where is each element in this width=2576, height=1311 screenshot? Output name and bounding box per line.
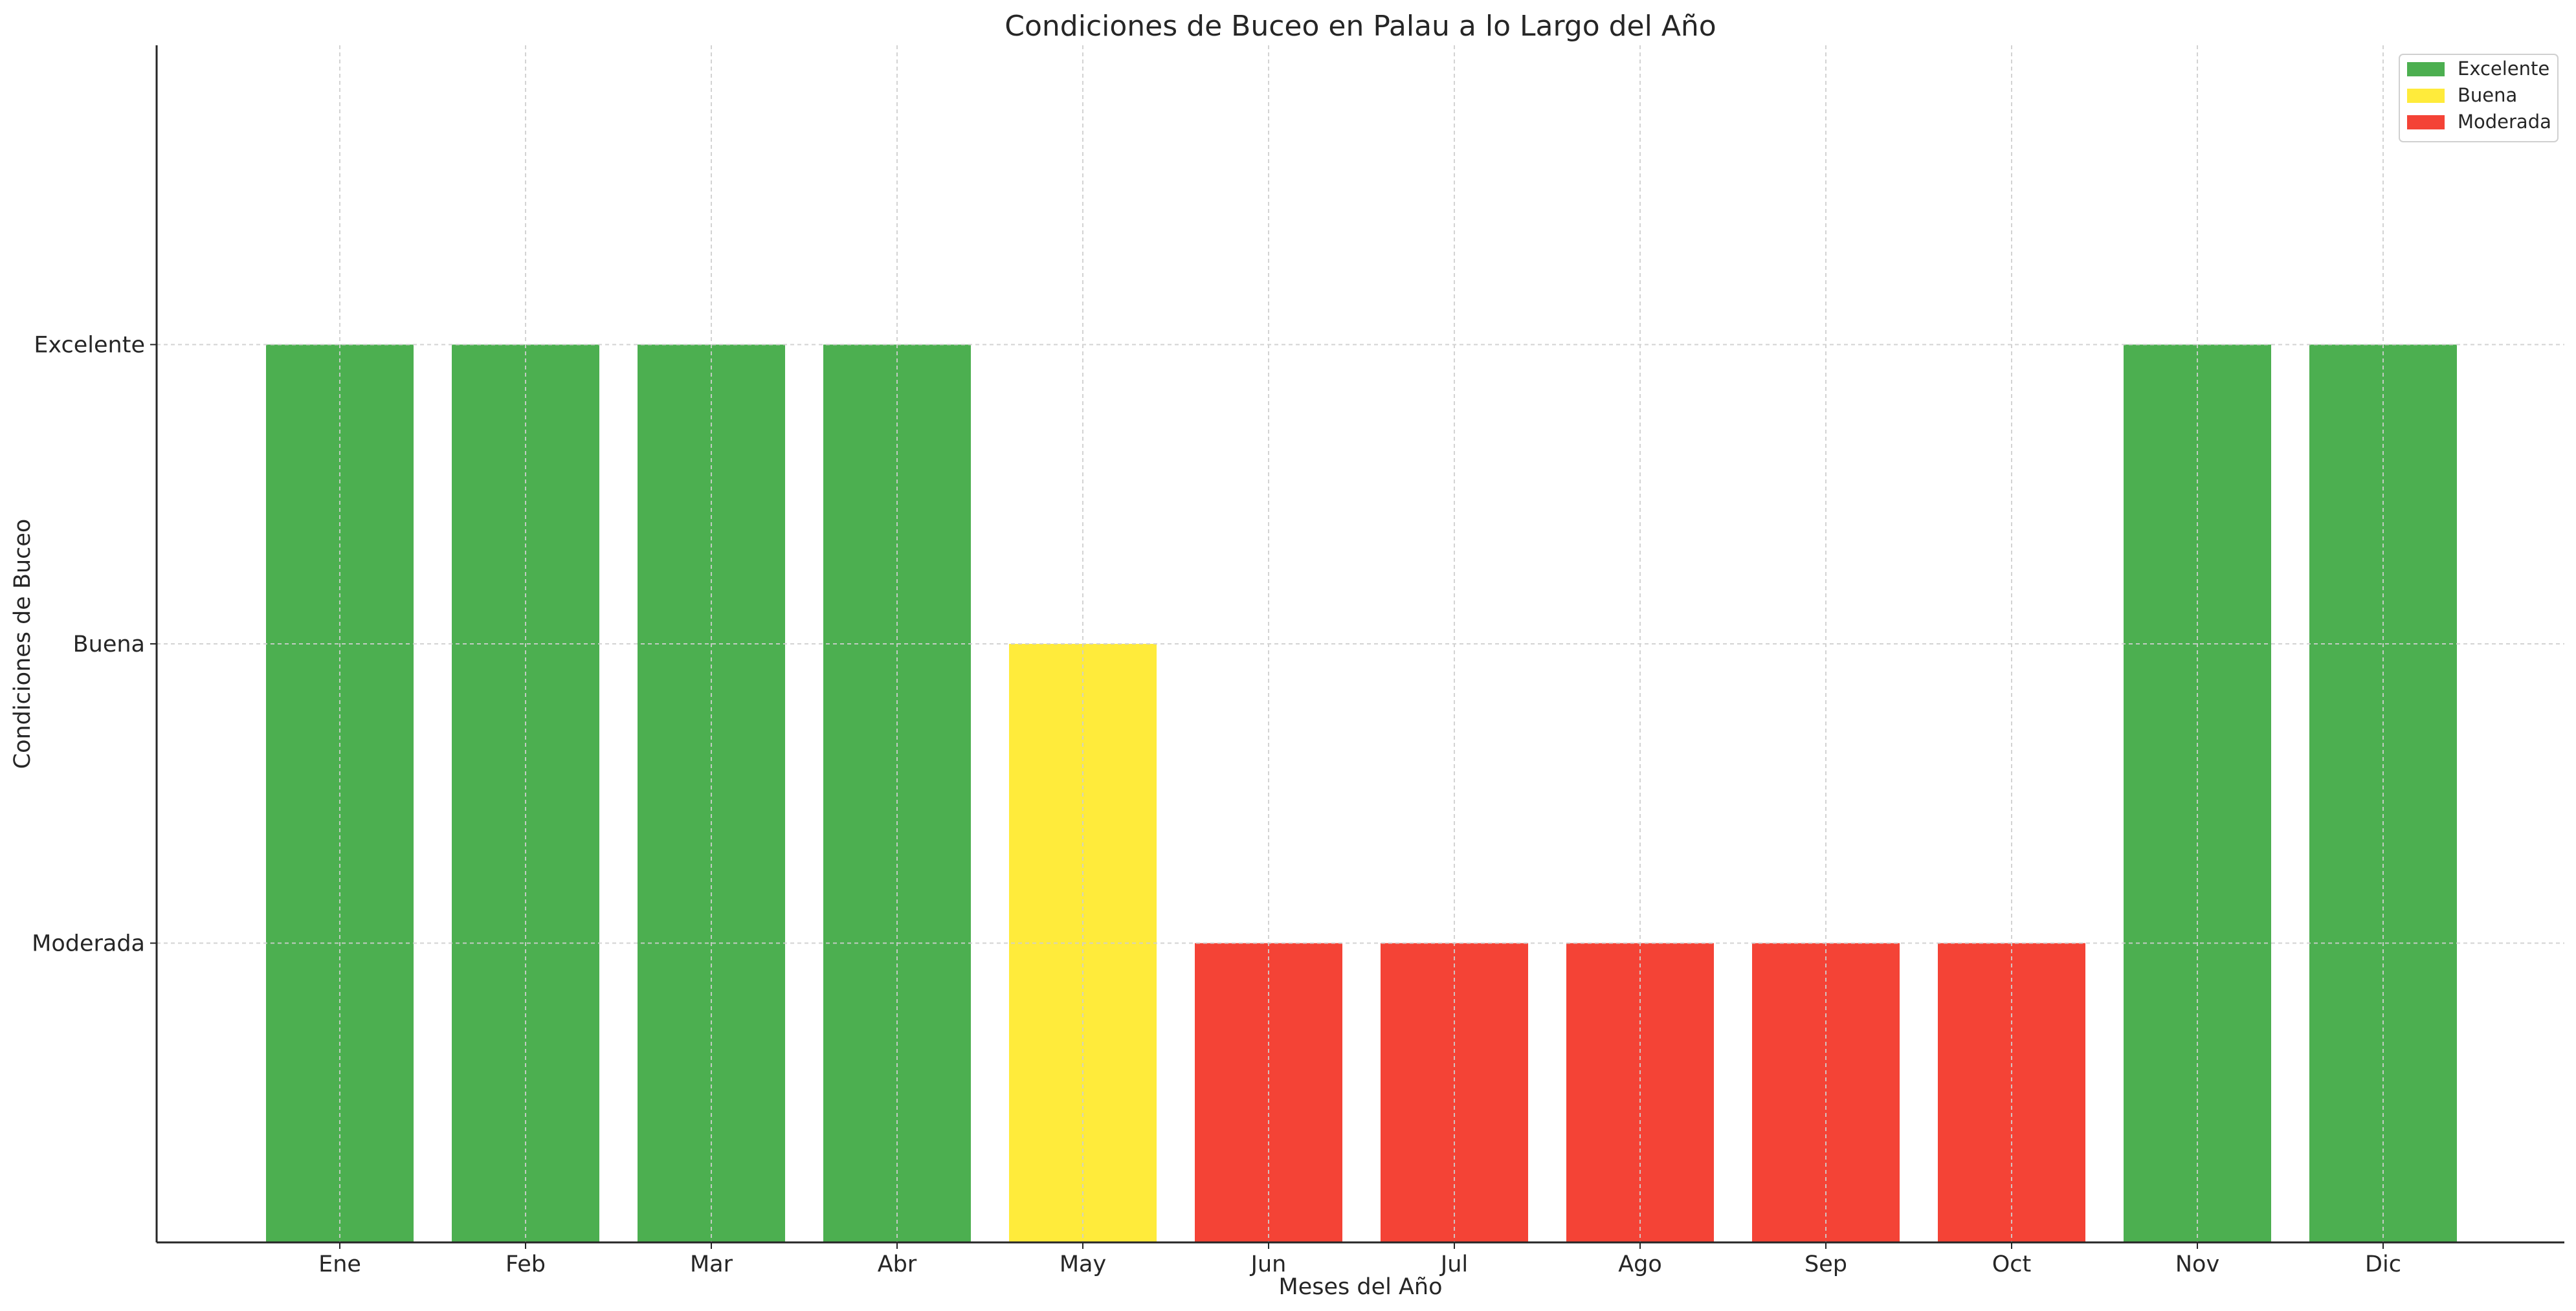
legend-swatch-excelente (2407, 62, 2445, 76)
legend-label-moderada: Moderada (2458, 111, 2551, 133)
x-axis-label: Meses del Año (1279, 1274, 1443, 1300)
chart-title: Condiciones de Buceo en Palau a lo Largo… (1005, 10, 1716, 43)
x-tick-label-abr: Abr (878, 1251, 917, 1277)
grid-layer (157, 45, 2564, 1242)
y-tick-label-buena: Buena (73, 632, 145, 657)
x-tick-label-dic: Dic (2365, 1251, 2401, 1277)
y-axis-label: Condiciones de Buceo (10, 519, 36, 769)
bars-layer (266, 344, 2457, 1242)
x-tick-label-ago: Ago (1618, 1251, 1662, 1277)
x-tick-label-nov: Nov (2175, 1251, 2219, 1277)
y-tick-label-moderada: Moderada (32, 931, 145, 957)
x-tick-label-ene: Ene (318, 1251, 361, 1277)
x-tick-label-sep: Sep (1804, 1251, 1847, 1277)
x-tick-label-jun: Jun (1250, 1251, 1287, 1277)
x-tick-label-feb: Feb (505, 1251, 546, 1277)
legend: Excelente Buena Moderada (2399, 54, 2559, 142)
x-tick-label-jul: Jul (1439, 1251, 1468, 1277)
legend-label-excelente: Excelente (2458, 58, 2549, 80)
x-tick-label-may: May (1060, 1251, 1106, 1277)
legend-swatch-moderada (2407, 115, 2445, 129)
legend-swatch-buena (2407, 89, 2445, 103)
y-tick-label-excelente: Excelente (34, 333, 145, 358)
ticks-layer: Ene Feb Mar Abr May Jun Jul Ago Sep Oct Nov Dic Mode… (32, 333, 2401, 1278)
x-tick-label-mar: Mar (690, 1251, 733, 1277)
legend-entries: Excelente Buena Moderada (2407, 58, 2551, 133)
legend-label-buena: Buena (2458, 84, 2517, 106)
x-tick-label-oct: Oct (1992, 1251, 2032, 1277)
